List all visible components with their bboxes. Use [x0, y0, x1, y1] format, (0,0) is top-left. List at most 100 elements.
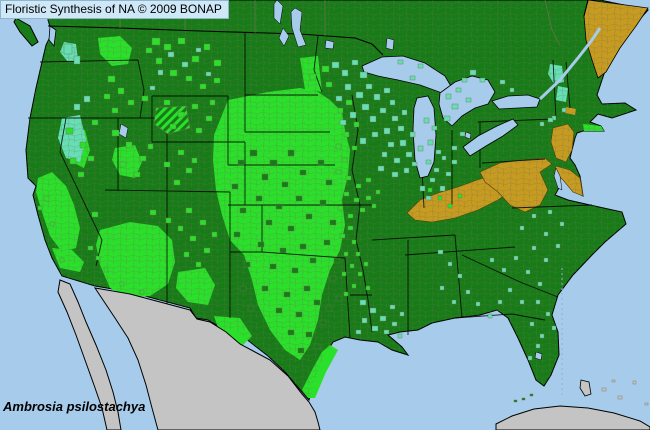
county-marker [275, 203, 283, 210]
county-marker [91, 119, 99, 126]
county-marker [487, 313, 493, 319]
county-marker [349, 111, 357, 119]
county-marker [509, 87, 515, 93]
county-marker [283, 291, 291, 298]
county-marker [343, 251, 349, 257]
county-marker [83, 95, 91, 103]
county-marker [353, 197, 360, 203]
county-marker [437, 249, 444, 255]
county-marker [329, 275, 337, 282]
map-top-regions-layer [48, 0, 650, 430]
county-marker [329, 219, 337, 226]
county-marker [401, 109, 408, 116]
county-marker [423, 117, 430, 124]
county-marker [365, 83, 373, 90]
cuba [495, 405, 650, 430]
county-marker [345, 175, 352, 181]
county-marker [249, 149, 258, 157]
county-marker [445, 171, 452, 177]
county-marker [369, 307, 377, 314]
county-marker [373, 93, 381, 101]
county-marker [165, 217, 172, 224]
county-marker [209, 99, 216, 106]
county-marker [525, 269, 531, 275]
county-marker [497, 299, 503, 305]
county-marker [59, 257, 65, 263]
county-marker [425, 159, 432, 165]
county-marker [447, 261, 453, 267]
county-marker [397, 333, 403, 339]
county-marker [363, 261, 369, 267]
county-marker [239, 207, 247, 214]
county-marker [343, 291, 349, 297]
county-marker [335, 169, 342, 175]
county-marker [435, 149, 442, 155]
county-marker [103, 267, 109, 273]
county-marker [445, 93, 452, 100]
county-marker [335, 295, 343, 302]
county-marker [199, 83, 207, 90]
county-marker [195, 261, 202, 268]
county-marker [393, 157, 401, 164]
county-marker [383, 329, 390, 335]
county-marker [351, 239, 357, 245]
county-marker [543, 231, 549, 237]
county-marker [537, 281, 543, 287]
county-marker [611, 379, 616, 383]
county-marker [309, 257, 317, 264]
county-marker [185, 75, 193, 82]
puget-sound [48, 25, 57, 47]
county-marker [465, 97, 472, 103]
county-marker [531, 213, 537, 219]
county-marker [461, 77, 468, 83]
county-marker [287, 225, 295, 232]
county-marker [389, 304, 396, 310]
county-marker [531, 245, 537, 251]
county-marker [119, 161, 127, 168]
county-marker [275, 307, 283, 314]
county-marker [465, 289, 471, 295]
county-marker [309, 73, 317, 81]
county-marker [457, 273, 463, 279]
county-marker [141, 95, 149, 102]
county-marker [295, 195, 303, 202]
county-marker [163, 161, 171, 168]
county-marker [644, 402, 649, 406]
county-marker [391, 321, 398, 327]
county-marker [43, 195, 50, 202]
county-marker [37, 205, 43, 211]
county-marker [391, 171, 399, 178]
county-marker [547, 209, 553, 215]
county-marker [355, 91, 364, 99]
county-marker [427, 187, 433, 193]
county-marker [269, 159, 278, 167]
county-marker [69, 157, 77, 165]
county-marker [489, 257, 495, 263]
county-marker [347, 225, 354, 231]
county-marker [303, 285, 311, 292]
county-marker [331, 61, 340, 69]
county-marker [451, 299, 457, 305]
county-marker [325, 305, 333, 312]
county-marker [475, 301, 481, 307]
county-marker [513, 399, 518, 403]
st-lawrence-river [538, 27, 602, 101]
county-marker [601, 387, 607, 392]
county-marker [529, 393, 534, 397]
county-marker [73, 103, 81, 111]
county-marker [359, 137, 367, 145]
county-marker [349, 263, 355, 269]
county-marker [239, 285, 247, 292]
county-marker [369, 115, 377, 123]
county-marker [617, 395, 623, 400]
county-marker [439, 285, 445, 291]
county-marker [177, 225, 184, 232]
county-marker [49, 221, 55, 227]
county-marker [441, 155, 447, 161]
county-marker [351, 145, 358, 151]
county-marker [527, 355, 533, 361]
county-marker [411, 161, 418, 167]
county-marker [339, 119, 347, 126]
county-marker [377, 165, 385, 172]
county-marker [95, 255, 101, 261]
